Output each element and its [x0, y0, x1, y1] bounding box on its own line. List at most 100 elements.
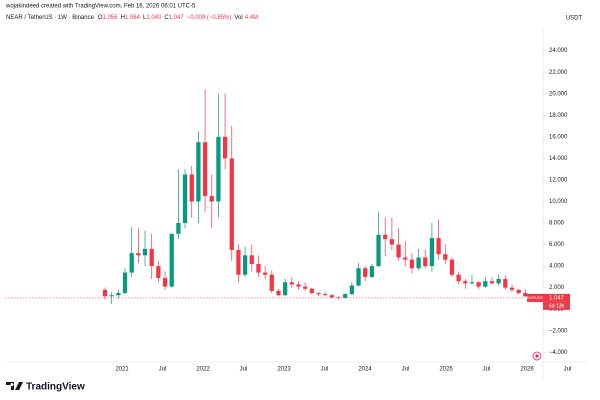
- field-value: 1.056: [103, 15, 119, 21]
- candle-body: [156, 266, 161, 278]
- candle-body: [423, 257, 428, 267]
- brand: TradingView: [26, 382, 85, 393]
- x-tick-label: Jul: [483, 367, 491, 373]
- candle-body: [416, 257, 421, 269]
- y-tick-label: 10.000: [549, 199, 568, 205]
- candle-body: [136, 253, 141, 256]
- logo-icon: [6, 382, 23, 390]
- candle-body: [476, 282, 481, 287]
- candle-body: [363, 268, 368, 277]
- candle-body: [102, 289, 108, 297]
- candle-body: [396, 244, 401, 258]
- x-tick-label: Jul: [159, 367, 167, 373]
- candle-body: [249, 255, 254, 264]
- x-tick-label: Jul: [321, 367, 329, 373]
- candle-body: [383, 234, 388, 240]
- x-tick-label: 2026: [520, 367, 534, 373]
- candle-body: [523, 293, 528, 297]
- candle-body: [129, 253, 134, 273]
- candle-body: [356, 268, 361, 286]
- candle-body: [262, 272, 268, 275]
- candle-body: [403, 257, 408, 260]
- candle-body: [503, 279, 508, 288]
- candle-body: [276, 290, 281, 296]
- candle-body: [142, 248, 148, 256]
- candle-body: [202, 142, 208, 197]
- candle-body: [309, 288, 314, 294]
- candle-body: [323, 294, 328, 296]
- price-label-box: [543, 293, 570, 302]
- candle-body: [316, 293, 321, 295]
- countdown: 6d 13h: [549, 303, 565, 309]
- field-key: L: [143, 15, 147, 21]
- candle-body: [222, 136, 228, 159]
- x-tick-label: Jul: [402, 367, 410, 373]
- candle-body: [116, 293, 121, 296]
- candle-body: [456, 274, 461, 282]
- y-tick-label: 14.000: [549, 156, 568, 162]
- events-icon[interactable]: [532, 351, 542, 361]
- countdown-box: [543, 301, 570, 310]
- candle-body: [483, 281, 488, 287]
- candle-body: [196, 142, 201, 202]
- symbol-tag-box: [527, 293, 543, 302]
- candle-body: [516, 289, 521, 294]
- candle-body: [336, 297, 341, 298]
- candle-body: [169, 233, 174, 287]
- candle-body: [162, 277, 168, 287]
- candle-body: [176, 223, 181, 234]
- y-tick-label: 6.000: [549, 242, 565, 248]
- change: −0.009 (−0.85%): [187, 15, 232, 21]
- y-tick-label: 20.000: [549, 91, 568, 97]
- candle-body: [509, 287, 515, 290]
- candle-body: [149, 248, 154, 267]
- candle-body: [256, 263, 261, 273]
- candle-body: [182, 174, 188, 224]
- candle-body: [216, 136, 221, 202]
- field-key: C: [164, 15, 169, 21]
- y-tick-label: 24.000: [549, 48, 568, 54]
- x-tick-label: 2023: [277, 367, 291, 373]
- field-value: 1.040: [146, 15, 162, 21]
- candle-body: [122, 272, 128, 294]
- y-tick-label: 2.000: [549, 285, 565, 291]
- symbol: NEAR / TetherUS · 1W · Binance: [6, 15, 95, 21]
- price-label: 1.047: [549, 296, 565, 302]
- candle-body: [409, 259, 415, 269]
- field-key: O: [98, 15, 103, 21]
- x-tick-label: 2022: [196, 367, 210, 373]
- candle-body: [236, 249, 241, 275]
- candle-body: [349, 285, 354, 295]
- credit: wojakindeed created with TradingView.com…: [5, 4, 196, 10]
- y-tick-label: 16.000: [549, 134, 568, 140]
- y-tick-label: 18.000: [549, 113, 568, 119]
- candle-body: [463, 281, 468, 284]
- candle-body: [303, 286, 308, 289]
- candle-body: [376, 234, 381, 267]
- candle-body: [229, 158, 234, 250]
- unit-label: USDT: [566, 16, 583, 22]
- volume-key: Vol: [234, 15, 242, 21]
- x-tick-label: 2021: [115, 367, 129, 373]
- candle-body: [469, 282, 475, 284]
- field-key: H: [121, 15, 125, 21]
- symbol-tag: NEARUSDT: [524, 295, 547, 300]
- field-value: 1.064: [125, 15, 141, 21]
- events-icon-dot: [535, 354, 539, 358]
- candle-body: [296, 284, 301, 287]
- candle-body: [389, 239, 395, 245]
- candle-body: [429, 238, 435, 267]
- candle-body: [496, 279, 501, 284]
- candle-body: [209, 196, 214, 202]
- candle-body: [242, 255, 248, 275]
- x-tick-label: 2024: [358, 367, 372, 373]
- candle-body: [443, 254, 448, 260]
- legend: NEAR / TetherUS · 1W · Binance O1.056 H1.0…: [6, 15, 258, 21]
- candle-body: [369, 266, 375, 277]
- x-tick-label: 2025: [439, 367, 453, 373]
- y-tick-label: −4.000: [549, 350, 568, 356]
- volume: 4.4M: [245, 15, 258, 21]
